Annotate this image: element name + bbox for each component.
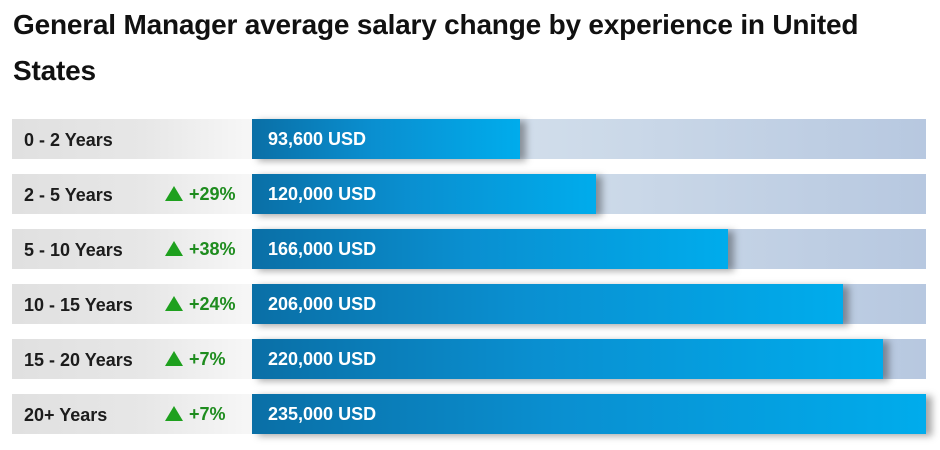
- increase-arrow-icon: [165, 296, 183, 311]
- category-label: 0 - 2 Years: [24, 130, 113, 150]
- salary-value-label: 206,000 USD: [268, 294, 377, 314]
- chart-row: 0 - 2 Years 93,600 USD: [12, 119, 926, 159]
- chart-row: 15 - 20 Years +7% 220,000 USD: [12, 339, 926, 379]
- increase-arrow-icon: [165, 406, 183, 421]
- category-label-cell: 15 - 20 Years +7%: [12, 339, 252, 379]
- category-label-cell: 5 - 10 Years +38%: [12, 229, 252, 269]
- increase-arrow-icon: [165, 186, 183, 201]
- category-label-cell: 20+ Years +7%: [12, 394, 252, 434]
- bar-track: 166,000 USD: [252, 229, 926, 269]
- chart-row: 2 - 5 Years +29% 120,000 USD: [12, 174, 926, 214]
- category-label: 10 - 15 Years: [24, 295, 133, 315]
- chart-title: General Manager average salary change by…: [13, 9, 859, 86]
- salary-bar: 120,000 USD: [252, 174, 596, 214]
- chart-row: 10 - 15 Years +24% 206,000 USD: [12, 284, 926, 324]
- change-indicator: +29%: [165, 174, 236, 214]
- salary-value-label: 235,000 USD: [268, 404, 377, 424]
- change-indicator: +7%: [165, 339, 226, 379]
- change-percent: +29%: [189, 183, 236, 204]
- bar-track: 220,000 USD: [252, 339, 926, 379]
- category-label-cell: 2 - 5 Years +29%: [12, 174, 252, 214]
- change-indicator: +7%: [165, 394, 226, 434]
- salary-value-label: 120,000 USD: [268, 184, 377, 204]
- category-label: 20+ Years: [24, 405, 108, 425]
- salary-bar: 206,000 USD: [252, 284, 843, 324]
- bar-track: 206,000 USD: [252, 284, 926, 324]
- change-percent: +7%: [189, 348, 226, 369]
- bar-track: 120,000 USD: [252, 174, 926, 214]
- chart-row: 20+ Years +7% 235,000 USD: [12, 394, 926, 434]
- salary-value-label: 93,600 USD: [268, 129, 367, 149]
- salary-bar: 166,000 USD: [252, 229, 728, 269]
- category-label: 15 - 20 Years: [24, 350, 133, 370]
- change-percent: +24%: [189, 293, 236, 314]
- salary-bar: 220,000 USD: [252, 339, 883, 379]
- bar-track: 93,600 USD: [252, 119, 926, 159]
- change-percent: +38%: [189, 238, 236, 259]
- increase-arrow-icon: [165, 241, 183, 256]
- category-label-cell: 10 - 15 Years +24%: [12, 284, 252, 324]
- category-label: 2 - 5 Years: [24, 185, 113, 205]
- chart-row: 5 - 10 Years +38% 166,000 USD: [12, 229, 926, 269]
- salary-value-label: 220,000 USD: [268, 349, 377, 369]
- bar-track: 235,000 USD: [252, 394, 926, 434]
- change-indicator: +38%: [165, 229, 236, 269]
- category-label-cell: 0 - 2 Years: [12, 119, 252, 159]
- change-indicator: +24%: [165, 284, 236, 324]
- salary-value-label: 166,000 USD: [268, 239, 377, 259]
- increase-arrow-icon: [165, 351, 183, 366]
- salary-bar: 235,000 USD: [252, 394, 926, 434]
- change-percent: +7%: [189, 403, 226, 424]
- salary-bar: 93,600 USD: [252, 119, 520, 159]
- category-label: 5 - 10 Years: [24, 240, 123, 260]
